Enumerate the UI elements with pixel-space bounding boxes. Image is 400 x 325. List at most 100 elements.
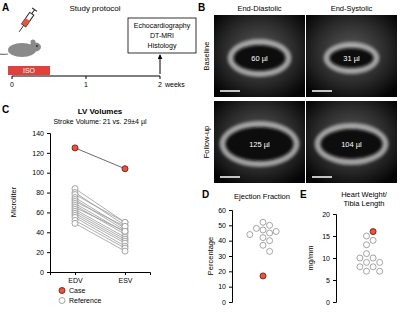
tick: 80 [36,189,50,196]
panel-label: B [198,2,205,13]
tick: 5 [326,277,336,284]
y-axis: 0 5 10 15 20 [322,211,336,306]
axis-line [333,215,337,303]
data-point [364,242,370,248]
tick: 20 [322,211,336,218]
legend-marker [59,288,65,294]
tick-label: 120 [32,150,44,157]
chart-subtitle: Stroke Volume: 21 vs. 29±4 µl [53,118,147,126]
series-line [75,215,125,243]
tick-label: 140 [32,130,44,137]
legend-item: Reference [59,297,101,304]
y-axis-title: Percentage [206,237,215,275]
column-header: End-Systolic [331,4,373,13]
data-point [72,220,78,226]
tick-mark [333,258,336,259]
tick-label: 60 [218,207,226,214]
tick-mark [229,225,232,226]
data-point [267,238,273,244]
series-line [75,211,125,239]
data-point [122,248,128,254]
tick-label: EDV [68,277,83,284]
timeline-label: 0 [10,81,14,88]
tick: 50 [218,222,232,229]
tick: 10 [322,255,336,262]
chart-title: Ejection Fraction [234,192,290,201]
data-point [260,219,266,225]
volume-label: 31 µl [343,54,360,63]
timeline-tick [86,76,87,79]
tick: 40 [218,237,232,244]
tick-mark [333,214,336,215]
arrow [160,55,161,74]
tick-label: 40 [218,237,226,244]
axis-line [47,134,51,273]
tick-label: 15 [322,233,330,240]
panel-title: Study protocol [69,4,120,13]
plot-area [247,219,279,279]
tick-label: 10 [218,283,226,290]
endpoint-label: DT-MRI [150,32,174,39]
x-axis: EDV ESV [51,272,151,284]
chart-title: Tibia Length [343,199,384,208]
data-point [370,229,376,235]
endpoint-box [128,18,196,53]
tick-mark [47,193,50,194]
tick-label: 20 [36,249,44,256]
data-point [357,255,363,261]
tick: 40 [36,229,50,236]
panel-label: C [2,104,9,115]
tick-label: 0 [326,299,330,306]
tick-label: 50 [218,222,226,229]
tick: 20 [36,249,50,256]
echo-image [214,15,305,97]
timeline-unit: weeks [164,81,185,88]
treatment-bar [8,66,50,75]
data-point [260,242,266,248]
timeline-label: 1 [84,81,88,88]
volume-label: 104 µl [341,140,362,149]
axis-line [51,273,151,276]
panel-b: BEnd-DiastolicEnd-SystolicBaseline60 µl3… [198,2,397,183]
tick-mark [47,173,50,174]
data-point [72,145,78,151]
y-axis: 0102030405060 [218,207,232,306]
tick-mark [229,241,232,242]
endpoint-label: Echocardiography [134,22,191,30]
panel-label: E [300,189,307,200]
chart-C: C LV Volumes Stroke Volume: 21 vs. 29±4 µl… [2,104,151,304]
tick-mark [47,252,50,253]
volume-label: 125 µl [249,140,270,149]
timeline-tick [160,76,161,79]
tick-label: 100 [32,169,44,176]
data-point [370,255,376,261]
y-axis: 020406080100120140 [32,130,50,276]
tick-label: ESV [118,277,132,284]
panel-label: D [202,189,209,200]
echo-image [214,101,305,183]
mouse-icon [0,40,41,58]
chart-title: LV Volumes [78,107,123,116]
data-point [370,264,376,270]
chart-D: DEjection FractionPercentage010203040506… [202,189,290,306]
tick-label: 10 [322,255,330,262]
row-label: Follow-up [202,126,211,159]
legend-label: Reference [69,297,101,304]
timeline-tick [12,76,13,79]
echo-image [306,15,397,97]
series-line [75,148,125,169]
tick-mark [333,302,336,303]
tick-mark [47,232,50,233]
tick-label: 60 [36,209,44,216]
data-point [370,237,376,243]
data-point [267,248,273,254]
plot-area [72,145,128,254]
tick-label: 0 [222,299,226,306]
tick-mark [47,153,50,154]
row-label: Baseline [202,42,211,71]
data-point [377,259,383,265]
tick: 10 [218,283,232,290]
tick-mark [75,272,76,275]
chart-E: EHeart Weight/Tibia Lengthmg/mm05101520 [300,189,388,306]
tick: 60 [36,209,50,216]
